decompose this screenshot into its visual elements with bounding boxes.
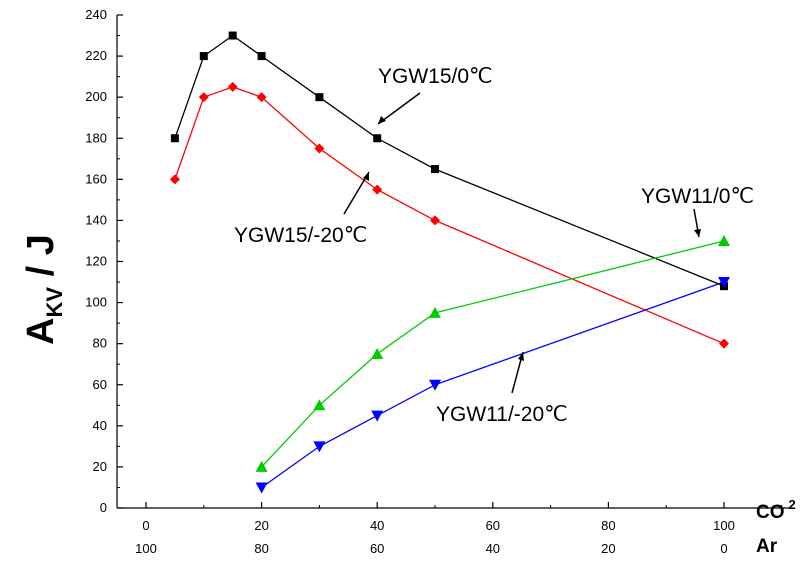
y-tick-label: 40	[93, 418, 107, 433]
data-point	[228, 31, 237, 40]
y-axis-title-sub: KV	[42, 287, 67, 318]
x-axis-title-top-sub: 2	[789, 497, 796, 512]
annotation-arrowhead-ygw11-minus20	[518, 352, 524, 361]
series-label-ygw15-minus20: YGW15/-20℃	[234, 224, 367, 247]
x-tick-label-co2: 20	[254, 518, 268, 533]
series-label-ygw11-minus20: YGW11/-20℃	[436, 403, 568, 426]
y-tick-label: 20	[93, 459, 107, 474]
annotation-arrowhead-ygw11-0	[694, 229, 701, 237]
x-tick-label-co2: 100	[713, 518, 735, 533]
x-tick-label-ar: 80	[254, 541, 268, 556]
annotation-arrowhead-ygw15-0	[378, 116, 386, 124]
annotation-arrow-ygw15-minus20	[343, 171, 370, 215]
data-point	[373, 134, 382, 143]
y-axis-title-main: A	[20, 318, 62, 345]
x-ticks: 0 100 20 80 40 60 60 40 80 20 100 0	[135, 502, 783, 556]
data-point	[429, 306, 441, 318]
series-line-2	[261, 240, 725, 468]
data-point	[313, 441, 326, 453]
data-point	[169, 174, 180, 185]
x-tick-label-ar: 40	[486, 541, 500, 556]
series-line-0	[174, 34, 725, 287]
data-point	[371, 410, 384, 422]
y-tick-label: 100	[85, 295, 107, 310]
data-point	[430, 215, 440, 226]
annotation-arrow-ygw15-0	[377, 92, 421, 125]
data-point	[198, 92, 209, 103]
data-point	[255, 460, 268, 472]
data-point	[718, 277, 730, 289]
data-point	[315, 93, 324, 102]
y-tick-label: 0	[100, 500, 107, 515]
y-tick-label: 80	[93, 336, 107, 351]
data-point	[313, 399, 326, 411]
data-point	[257, 52, 266, 61]
data-point	[255, 482, 268, 494]
x-tick-label-ar: 60	[370, 541, 384, 556]
x-tick-label-ar: 100	[135, 541, 157, 556]
x-axis-title-bottom: Ar	[756, 536, 778, 557]
y-tick-label: 60	[93, 377, 107, 392]
x-tick-label-ar: 20	[601, 541, 615, 556]
y-axis-title-rest: / J	[20, 234, 62, 287]
series-label-ygw11-0: YGW11/0℃	[641, 185, 754, 208]
data-point	[431, 165, 439, 174]
x-tick-label-co2: 40	[370, 518, 384, 533]
data-point	[719, 338, 729, 349]
y-axis-title: AKV / J	[20, 234, 67, 345]
series-label-ygw15-0: YGW15/0℃	[378, 65, 493, 88]
series-line-1	[174, 86, 725, 345]
x-axis-title-top-main: CO	[756, 502, 785, 523]
y-tick-label: 200	[85, 89, 107, 104]
y-tick-label: 160	[85, 171, 107, 186]
y-tick-label: 120	[85, 254, 107, 269]
x-axis-title-top: CO 2	[756, 497, 796, 523]
axis-titles: AKV / J CO 2 Ar	[20, 234, 796, 557]
x-tick-label-co2: 60	[486, 518, 500, 533]
data-point	[718, 234, 730, 246]
annotations: YGW15/0℃ YGW15/-20℃ YGW11/0℃ YGW11/-20℃	[234, 65, 754, 426]
y-tick-label: 140	[85, 212, 107, 227]
series-markers	[169, 31, 730, 494]
x-tick-label-co2: 80	[601, 518, 615, 533]
data-point	[256, 92, 267, 103]
x-tick-label-ar: 0	[720, 541, 727, 556]
data-point	[371, 347, 384, 359]
data-point	[314, 143, 325, 154]
series-line-3	[261, 281, 725, 489]
y-ticks: 0 20 40 60 80 100 120 140 160 180 200 220 240	[85, 7, 123, 515]
y-tick-label: 180	[85, 130, 107, 145]
data-point	[429, 379, 441, 391]
axes	[116, 15, 793, 509]
data-point	[199, 52, 208, 61]
annotation-arrowhead-ygw15-minus20	[363, 172, 369, 181]
y-tick-label: 240	[85, 7, 107, 22]
data-point	[170, 134, 179, 143]
data-point	[227, 81, 238, 92]
y-tick-label: 220	[85, 48, 107, 63]
data-point	[372, 184, 383, 195]
x-tick-label-co2: 0	[142, 518, 149, 533]
